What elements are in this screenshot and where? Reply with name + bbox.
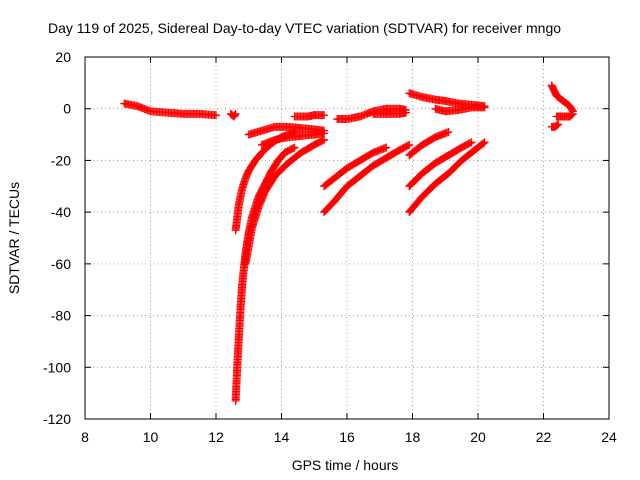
y-tick-label: -20 xyxy=(51,152,71,168)
data-point xyxy=(320,129,329,138)
data-point xyxy=(467,138,476,147)
data-points xyxy=(120,81,577,405)
data-point xyxy=(466,139,475,148)
data-point xyxy=(212,111,220,120)
x-tick-label: 14 xyxy=(274,429,290,445)
data-point xyxy=(480,103,489,112)
y-tick-label: -80 xyxy=(51,308,71,324)
y-tick-label: -60 xyxy=(51,256,71,272)
data-point xyxy=(405,140,414,149)
y-tick-label: 20 xyxy=(55,49,71,65)
data-point xyxy=(231,109,240,118)
data-point xyxy=(444,127,453,136)
data-point xyxy=(290,143,299,152)
y-tick-label: -120 xyxy=(43,411,71,427)
x-tick-label: 18 xyxy=(405,429,421,445)
y-tick-label: 0 xyxy=(63,101,71,117)
data-point xyxy=(320,111,329,120)
y-tick-label: -100 xyxy=(43,359,71,375)
data-point xyxy=(289,144,298,153)
data-point xyxy=(403,141,412,150)
data-point xyxy=(382,143,391,152)
data-point xyxy=(290,127,299,136)
y-axis-title: SDTVAR / TECUs xyxy=(6,182,22,294)
data-point xyxy=(553,121,562,130)
data-point xyxy=(230,111,239,120)
data-point xyxy=(568,109,577,118)
x-axis-title: GPS time / hours xyxy=(292,457,399,473)
data-point xyxy=(554,120,563,129)
x-tick-label: 8 xyxy=(81,429,89,445)
x-tick-label: 10 xyxy=(143,429,159,445)
data-point xyxy=(479,139,488,148)
x-tick-label: 22 xyxy=(536,429,552,445)
data-point xyxy=(318,136,327,145)
data-point xyxy=(401,108,410,117)
y-tick-label: -40 xyxy=(51,204,71,220)
x-tick-label: 12 xyxy=(208,429,224,445)
x-tick-label: 20 xyxy=(470,429,486,445)
data-point xyxy=(567,110,576,119)
data-point xyxy=(480,138,489,147)
axis-ticks: 8 10 12 14 16 18 20 22 24 20 0 -20 -40 -60 -80 -100 -120 xyxy=(43,49,617,445)
x-tick-label: 24 xyxy=(601,429,617,445)
chart-title: Day 119 of 2025, Sidereal Day-to-day VTE… xyxy=(48,20,561,36)
x-tick-label: 16 xyxy=(339,429,355,445)
